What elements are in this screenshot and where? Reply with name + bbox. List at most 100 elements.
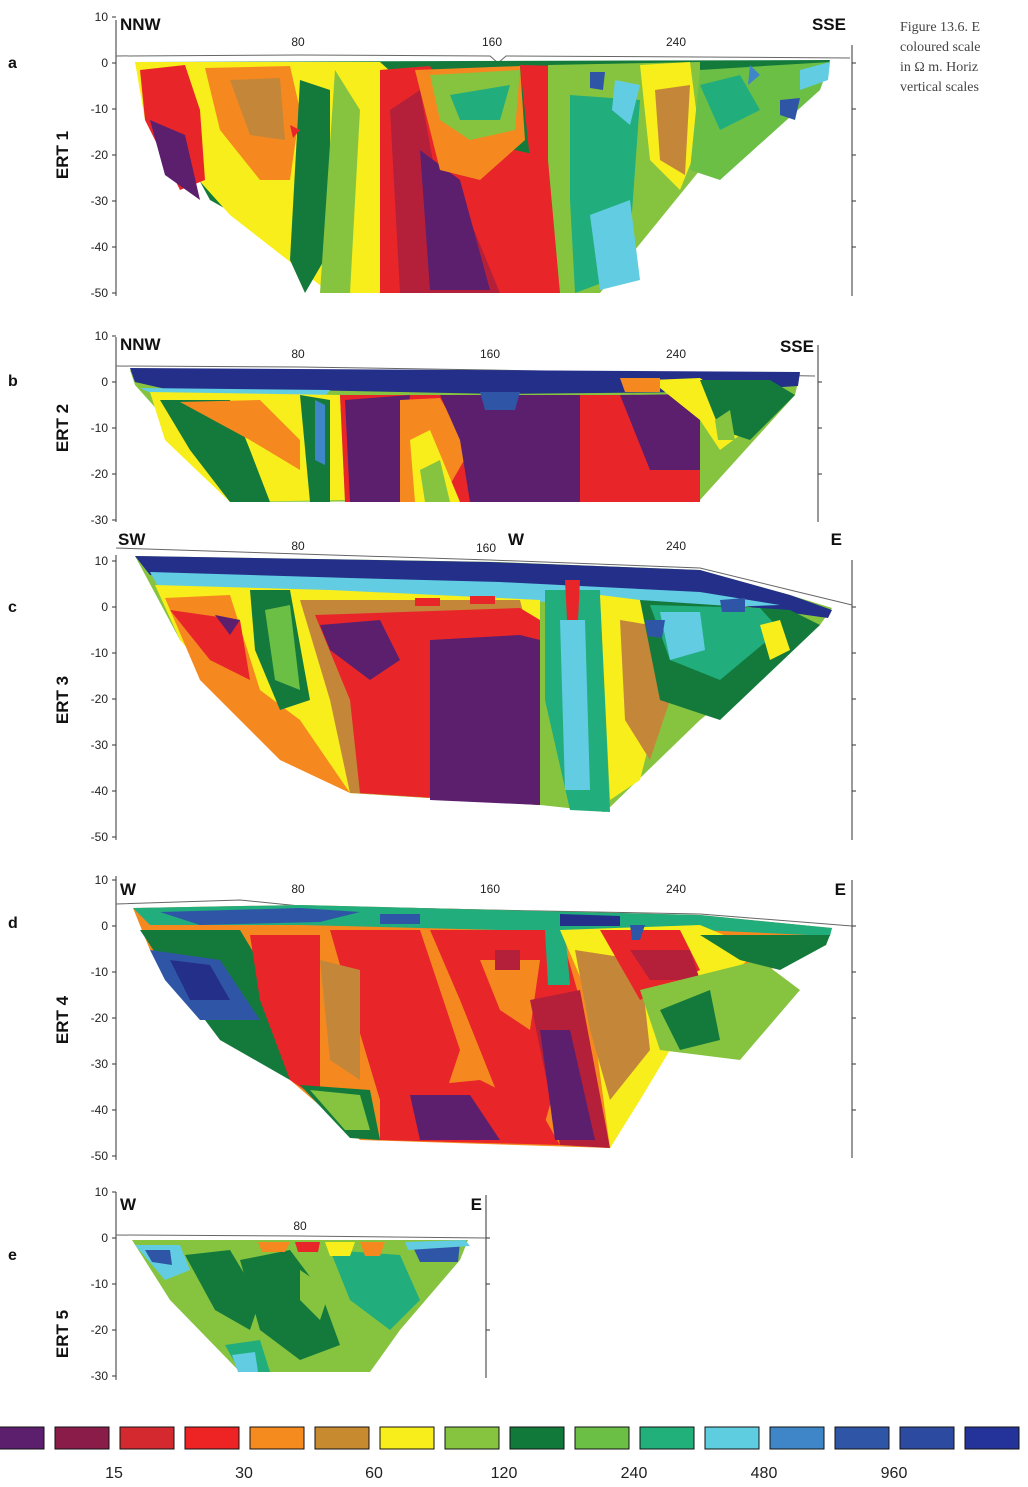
x-tick-label: 80	[291, 35, 305, 49]
legend-label: 480	[751, 1465, 778, 1482]
resistivity-section	[135, 556, 832, 812]
legend-swatch	[834, 1426, 890, 1450]
y-tick-label: -30	[91, 738, 109, 752]
y-tick-label: 10	[95, 873, 109, 887]
direction-left: W	[120, 1195, 137, 1214]
right-axis	[851, 45, 856, 296]
direction-mid: W	[508, 530, 525, 549]
y-axis: 10 0 -10 -20 -30	[91, 329, 116, 527]
legend-label: 60	[365, 1465, 383, 1482]
x-tick-label: 160	[476, 541, 496, 555]
caption-line: coloured scale	[900, 40, 981, 55]
legend-swatch	[0, 1426, 45, 1450]
panel-letter: c	[8, 599, 17, 616]
y-tick-label: -30	[91, 1057, 109, 1071]
topography-line	[115, 1234, 487, 1239]
legend-swatch	[444, 1426, 500, 1450]
panel-letter: b	[8, 373, 18, 390]
legend-swatch	[899, 1426, 955, 1450]
x-tick-label: 240	[666, 35, 686, 49]
topography-line	[115, 547, 853, 606]
y-tick-label: -50	[91, 1149, 109, 1163]
panel-name: ERT 2	[53, 404, 72, 452]
x-tick-label: 80	[291, 882, 305, 896]
legend-swatch	[509, 1426, 565, 1450]
direction-left: SW	[118, 530, 146, 549]
panel-letter: e	[8, 1247, 17, 1264]
right-axis	[817, 345, 822, 522]
x-tick-label: 240	[666, 882, 686, 896]
y-tick-label: 0	[101, 1231, 108, 1245]
y-tick-label: -30	[91, 194, 109, 208]
panel-c: c ERT 3 10 0 -10 -20 -30 -40 -50 SW W E …	[8, 530, 856, 844]
x-tick-label: 160	[480, 347, 500, 361]
y-tick-label: 0	[101, 56, 108, 70]
x-tick-label: 80	[291, 347, 305, 361]
legend-swatch	[769, 1426, 825, 1450]
x-tick-label: 160	[482, 35, 502, 49]
y-tick-label: -30	[91, 1369, 109, 1383]
y-tick-label: -10	[91, 421, 109, 435]
y-tick-label: -20	[91, 692, 109, 706]
panel-e: e ERT 5 10 0 -10 -20 -30 W E 80	[8, 1185, 490, 1383]
y-tick-label: 10	[95, 10, 109, 24]
direction-right: SSE	[812, 15, 846, 34]
legend-label: 960	[881, 1465, 908, 1482]
y-tick-label: -10	[91, 102, 109, 116]
right-axis	[851, 880, 856, 1158]
y-tick-label: -30	[91, 513, 109, 527]
panel-name: ERT 5	[53, 1310, 72, 1358]
legend-label: 30	[235, 1465, 253, 1482]
legend-swatch	[704, 1426, 760, 1450]
y-tick-label: 10	[95, 1185, 109, 1199]
direction-left: NNW	[120, 15, 162, 34]
y-tick-label: -20	[91, 1011, 109, 1025]
y-tick-label: -40	[91, 1103, 109, 1117]
resistivity-section	[132, 1240, 470, 1372]
legend-swatch	[249, 1426, 305, 1450]
panel-a: a ERT 1 10 0 -10 -20 -30 -40 -50 NNW SSE…	[8, 10, 856, 300]
legend-swatch	[574, 1426, 630, 1450]
resistivity-section	[133, 905, 832, 1148]
right-axis	[851, 560, 856, 840]
resistivity-legend: 7.5153060120240480960	[0, 1426, 1020, 1482]
x-tick-label: 80	[291, 539, 305, 553]
caption-line: Figure 13.6. E	[900, 20, 981, 35]
y-tick-label: -10	[91, 1277, 109, 1291]
y-axis: 10 0 -10 -20 -30 -40 -50	[91, 554, 116, 844]
direction-right: E	[471, 1195, 482, 1214]
y-tick-label: 10	[95, 329, 109, 343]
legend-swatch	[184, 1426, 240, 1450]
caption-line: vertical scales	[900, 80, 979, 95]
legend-swatch	[379, 1426, 435, 1450]
legend-swatch	[119, 1426, 175, 1450]
caption-line: in Ω m. Horiz	[900, 60, 979, 75]
y-axis: 10 0 -10 -20 -30 -40 -50	[91, 873, 116, 1163]
y-tick-label: -40	[91, 784, 109, 798]
legend-swatch	[54, 1426, 110, 1450]
legend-swatch	[639, 1426, 695, 1450]
direction-right: E	[835, 880, 846, 899]
x-tick-label: 80	[293, 1219, 307, 1233]
legend-swatch	[314, 1426, 370, 1450]
x-tick-label: 240	[666, 539, 686, 553]
direction-right: SSE	[780, 337, 814, 356]
right-axis	[485, 1195, 490, 1378]
y-tick-label: 0	[101, 600, 108, 614]
y-tick-label: 0	[101, 919, 108, 933]
panel-letter: a	[8, 55, 17, 72]
y-tick-label: -20	[91, 467, 109, 481]
y-tick-label: -10	[91, 646, 109, 660]
panel-b: b ERT 2 10 0 -10 -20 -30 NNW SSE 80 160 …	[8, 329, 822, 527]
x-tick-label: 160	[480, 882, 500, 896]
legend-swatch	[964, 1426, 1020, 1450]
figure-caption: Figure 13.6. E coloured scale in Ω m. Ho…	[900, 18, 1028, 98]
resistivity-section	[130, 368, 800, 502]
panel-name: ERT 4	[53, 995, 72, 1044]
y-tick-label: -50	[91, 286, 109, 300]
x-tick-label: 240	[666, 347, 686, 361]
y-axis: 10 0 -10 -20 -30 -40 -50	[91, 10, 116, 300]
y-axis: 10 0 -10 -20 -30	[91, 1185, 116, 1383]
y-tick-label: -20	[91, 1323, 109, 1337]
